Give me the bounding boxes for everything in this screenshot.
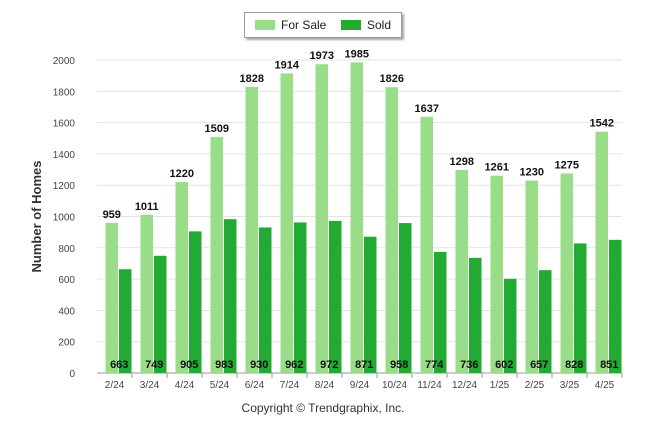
x-tick-label: 3/24 [140, 380, 160, 391]
y-tick-label: 400 [58, 306, 75, 317]
data-label-for-sale: 1973 [310, 50, 334, 62]
bar-for-sale [350, 62, 363, 373]
data-label-for-sale: 1298 [450, 156, 474, 168]
data-label-for-sale: 1985 [345, 48, 369, 60]
y-tick-label: 1600 [53, 119, 76, 130]
x-tick-label: 1/25 [490, 380, 510, 391]
legend-item-for-sale: For Sale [255, 18, 326, 32]
x-tick-label: 2/24 [105, 380, 125, 391]
legend-swatch-sold [341, 20, 361, 30]
data-label-for-sale: 1230 [520, 167, 544, 179]
data-label-sold: 749 [145, 359, 163, 371]
data-label-sold: 736 [460, 359, 478, 371]
data-label-for-sale: 1914 [275, 59, 300, 71]
y-tick-label: 600 [58, 275, 75, 286]
x-tick-label: 3/25 [560, 380, 580, 391]
x-tick-label: 7/24 [280, 380, 300, 391]
bar-sold [364, 236, 377, 373]
y-tick-label: 200 [58, 338, 75, 349]
data-label-for-sale: 1275 [555, 159, 579, 171]
x-tick-label: 10/24 [382, 380, 407, 391]
bar-for-sale [420, 116, 433, 373]
y-tick-label: 1000 [53, 213, 76, 224]
bar-sold [294, 222, 307, 373]
bar-for-sale [315, 64, 328, 374]
x-tick-label: 8/24 [315, 380, 335, 391]
bar-for-sale [280, 73, 293, 374]
x-tick-label: 9/24 [350, 380, 370, 391]
data-label-sold: 663 [110, 359, 128, 371]
data-label-sold: 602 [495, 359, 513, 371]
data-label-for-sale: 1826 [380, 73, 404, 85]
y-tick-label: 800 [58, 244, 75, 255]
y-axis-title: Number of Homes [29, 161, 44, 273]
bar-sold [329, 220, 342, 373]
bar-sold [224, 219, 237, 373]
bar-for-sale [140, 214, 153, 373]
legend-label-for-sale: For Sale [281, 18, 327, 32]
x-tick-label: 5/24 [210, 380, 230, 391]
y-tick-label: 2000 [53, 56, 76, 67]
data-label-sold: 905 [180, 359, 198, 371]
bar-for-sale [595, 131, 608, 373]
data-label-sold: 930 [250, 359, 268, 371]
bar-sold [119, 269, 132, 373]
y-tick-label: 0 [69, 369, 75, 380]
data-label-sold: 871 [355, 359, 373, 371]
bar-for-sale [210, 136, 223, 373]
x-tick-label: 12/24 [452, 380, 477, 391]
x-tick-label: 11/24 [417, 380, 442, 391]
bar-sold [399, 223, 412, 373]
y-tick-label: 1800 [53, 87, 76, 98]
bar-sold [154, 255, 167, 373]
bar-sold [504, 278, 517, 373]
bar-for-sale [490, 175, 503, 373]
data-label-for-sale: 1220 [170, 168, 194, 180]
bar-sold [189, 231, 202, 373]
bar-for-sale [525, 180, 538, 373]
bar-for-sale [385, 87, 398, 373]
bar-for-sale [105, 222, 118, 373]
data-label-sold: 983 [215, 359, 233, 371]
bar-sold [469, 257, 482, 373]
legend-swatch-for-sale [255, 20, 275, 30]
bar-sold [574, 243, 587, 373]
x-tick-label: 6/24 [245, 380, 265, 391]
x-tick-label: 4/24 [175, 380, 195, 391]
x-tick-label: 4/25 [595, 380, 615, 391]
data-label-for-sale: 1011 [135, 201, 159, 213]
bar-for-sale [455, 169, 468, 373]
bar-for-sale [245, 86, 258, 373]
data-label-for-sale: 1828 [240, 73, 264, 85]
y-tick-label: 1400 [53, 150, 76, 161]
data-label-sold: 774 [425, 359, 444, 371]
copyright-text: Copyright © Trendgraphix, Inc. [241, 401, 405, 415]
x-tick-label: 2/25 [525, 380, 545, 391]
data-label-sold: 962 [285, 359, 303, 371]
data-label-sold: 851 [600, 359, 618, 371]
bar-sold [434, 251, 447, 373]
data-label-for-sale: 1261 [485, 162, 509, 174]
data-label-for-sale: 959 [103, 209, 121, 221]
data-label-sold: 828 [565, 359, 583, 371]
legend-item-sold: Sold [341, 18, 391, 32]
bar-sold [609, 239, 622, 373]
data-label-sold: 657 [530, 359, 548, 371]
bar-for-sale [560, 173, 573, 373]
bar-sold [259, 227, 272, 373]
bar-for-sale [175, 182, 188, 373]
data-label-sold: 958 [390, 359, 408, 371]
legend-label-sold: Sold [367, 18, 392, 32]
data-label-sold: 972 [320, 359, 338, 371]
bar-sold [539, 270, 552, 373]
legend: For Sale Sold [244, 12, 402, 38]
y-tick-label: 1200 [53, 181, 76, 192]
data-label-for-sale: 1509 [205, 123, 229, 135]
data-label-for-sale: 1637 [415, 103, 439, 115]
data-label-for-sale: 1542 [590, 118, 614, 130]
